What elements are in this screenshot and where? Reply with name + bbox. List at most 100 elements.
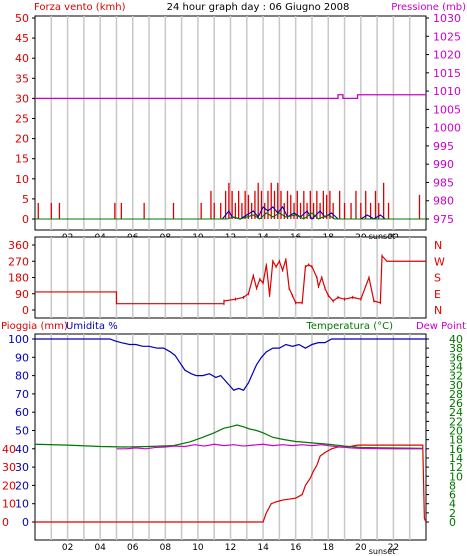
rain-left-tick-label: 0: [2, 516, 9, 529]
pressure-right-tick-label: 980: [433, 195, 454, 208]
direction-compass-label: E: [434, 288, 441, 301]
humidity-left-tick-label: 30: [15, 461, 29, 474]
rain-left-tick-label: 40: [2, 443, 16, 456]
pressure-line: [35, 94, 426, 100]
temperature-right-tick-label: 0: [449, 516, 456, 529]
temperature-right-tick-label: 2: [449, 507, 456, 520]
wind-left-tick-label: 20: [15, 133, 29, 146]
temperature-right-tick-label: 12: [449, 461, 463, 474]
chart-title: 24 hour graph day : 06 Giugno 2008: [167, 2, 350, 13]
rain-left-tick-label: 30: [2, 461, 16, 474]
pressure-right-tick-label: 1005: [433, 103, 461, 116]
humidity-left-tick-label: 50: [15, 425, 29, 438]
pressure-right-tick-label: 1025: [433, 30, 461, 43]
temperature-right-tick-label: 20: [449, 425, 463, 438]
climate-x-tick-label: 16: [290, 543, 302, 553]
direction-compass-label: W: [434, 255, 445, 268]
temperature-right-tick-label: 16: [449, 443, 463, 456]
humidity-line: [35, 338, 426, 391]
pressure-right-tick-label: 990: [433, 158, 454, 171]
wind-left-tick-label: 25: [15, 113, 29, 126]
sunset-label-top: sunset: [369, 232, 396, 241]
humidity-left-tick-label: 40: [15, 443, 29, 456]
climate-x-tick-label: 18: [323, 543, 335, 553]
climate-x-tick-label: 12: [225, 543, 236, 553]
wind-speed-axis-label: Forza vento (kmh): [34, 2, 126, 13]
humidity-left-tick-label: 10: [15, 498, 29, 511]
direction-compass-label: N: [434, 304, 442, 317]
pressure-right-tick-label: 985: [433, 176, 454, 189]
temperature-right-tick-label: 10: [449, 470, 463, 483]
wind-left-tick-label: 0: [22, 213, 29, 226]
climate-x-tick-label: 22: [388, 543, 399, 553]
climate-x-tick-label: 20: [355, 543, 367, 553]
temperature-right-tick-label: 28: [449, 388, 463, 401]
wind-left-tick-label: 30: [15, 92, 29, 105]
rain-axis-label: Pioggia (mm): [1, 321, 68, 332]
direction-left-tick-label: 270: [8, 255, 29, 268]
direction-compass-label: S: [434, 272, 441, 285]
temperature-right-tick-label: 8: [449, 479, 456, 492]
direction-left-tick-label: 180: [8, 272, 29, 285]
temperature-right-tick-label: 38: [449, 342, 463, 355]
humidity-left-tick-label: 70: [15, 388, 29, 401]
temperature-right-tick-label: 36: [449, 351, 463, 364]
climate-x-tick-label: 06: [127, 543, 139, 553]
humidity-axis-label: Umidita %: [66, 321, 118, 332]
wind-left-tick-label: 50: [15, 12, 29, 25]
pressure-right-tick-label: 995: [433, 140, 454, 153]
sunset-label-bottom: sunset: [369, 547, 396, 556]
humidity-left-tick-label: 100: [8, 333, 29, 346]
humidity-left-tick-label: 60: [15, 406, 29, 419]
wind-left-tick-label: 5: [22, 193, 29, 206]
rain-left-tick-label: 20: [2, 479, 16, 492]
temperature-right-tick-label: 30: [449, 379, 463, 392]
wind-left-tick-label: 35: [15, 72, 29, 85]
pressure-axis-label: Pressione (mb): [391, 2, 466, 13]
direction-compass-label: N: [434, 239, 442, 252]
direction-left-tick-label: 360: [8, 239, 29, 252]
climate-x-tick-label: 10: [192, 543, 204, 553]
temperature-right-tick-label: 34: [449, 360, 463, 373]
wind-direction-line: [35, 254, 426, 305]
wind-left-tick-label: 10: [15, 173, 29, 186]
humidity-left-tick-label: 80: [15, 370, 29, 383]
dew-point-axis-label: Dew Point: [416, 321, 466, 332]
temperature-right-tick-label: 22: [449, 415, 463, 428]
temperature-right-tick-label: 14: [449, 452, 463, 465]
climate-x-tick-label: 08: [160, 543, 172, 553]
temperature-axis-label: Temperatura (°C): [305, 321, 393, 332]
pressure-right-tick-label: 1030: [433, 12, 461, 25]
temperature-right-tick-label: 18: [449, 434, 463, 447]
climate-x-tick-label: 14: [257, 543, 269, 553]
pressure-right-tick-label: 1015: [433, 67, 461, 80]
wind-pressure-panel: 0204060810121416182022051015202530354045…: [15, 12, 461, 243]
wind-left-tick-label: 15: [15, 153, 29, 166]
temperature-right-tick-label: 32: [449, 370, 463, 383]
wind-left-tick-label: 40: [15, 52, 29, 65]
temperature-line: [34, 424, 423, 449]
climate-x-tick-label: 04: [94, 543, 106, 553]
temperature-right-tick-label: 40: [449, 333, 463, 346]
temperature-right-tick-label: 4: [449, 498, 456, 511]
dew-point-line: [116, 443, 423, 450]
pressure-right-tick-label: 1000: [433, 122, 461, 135]
pressure-right-tick-label: 975: [433, 213, 454, 226]
temperature-right-tick-label: 26: [449, 397, 463, 410]
pressure-right-tick-label: 1010: [433, 85, 461, 98]
wind-average-line: [35, 212, 426, 220]
direction-left-tick-label: 0: [22, 304, 29, 317]
humidity-left-tick-label: 0: [22, 516, 29, 529]
temperature-right-tick-label: 6: [449, 489, 456, 502]
humidity-left-tick-label: 20: [15, 479, 29, 492]
temperature-right-tick-label: 24: [449, 406, 463, 419]
wind-left-tick-label: 45: [15, 32, 29, 45]
rain-left-tick-label: 10: [2, 498, 16, 511]
humidity-left-tick-label: 90: [15, 351, 29, 364]
rain-line: [35, 444, 427, 523]
climate-x-tick-label: 02: [62, 543, 73, 553]
rain-humidity-temperature-panel: 02 04 06 08 10 12 14 16 18 20 22010203040506070809…: [2, 333, 463, 553]
pressure-right-tick-label: 1020: [433, 49, 461, 62]
